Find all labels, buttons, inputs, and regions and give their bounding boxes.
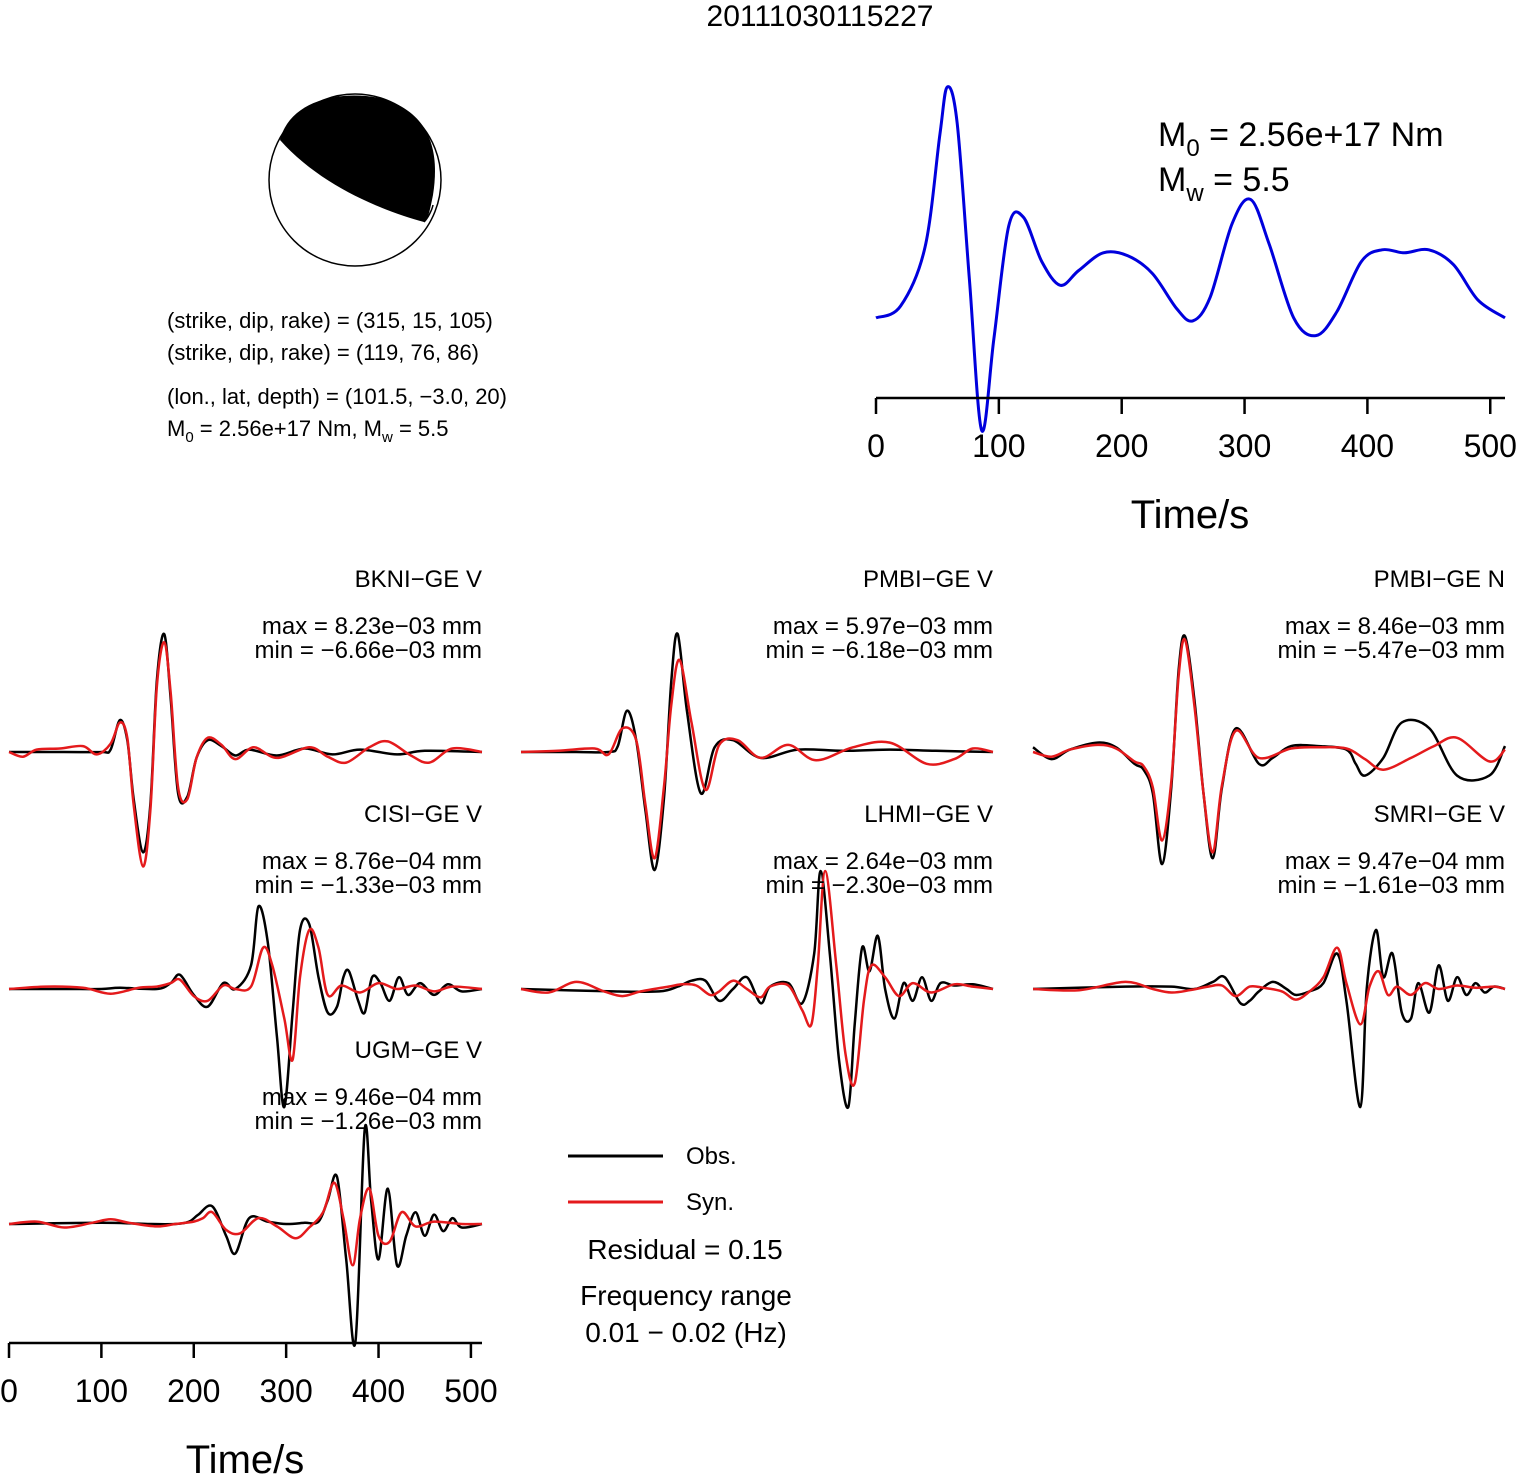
stf-x-tick-label: 200 [1095, 428, 1148, 464]
beachball-compressional-quadrant [280, 95, 435, 222]
synthetic-waveform [8, 1181, 483, 1267]
station-max: max = 8.46e−03 mm [1285, 613, 1505, 640]
stf-x-ticks: 0 100 200 300 400 500 [867, 398, 1517, 464]
station-min: min = −2.30e−03 mm [766, 872, 993, 899]
stf-x-tick-label: 0 [867, 428, 885, 464]
waveform-x-tick-label: 300 [259, 1373, 312, 1409]
waveform-x-tick-label: 100 [75, 1373, 128, 1409]
waveform-x-ticks: 0 100 200 300 400 500 [0, 1343, 498, 1409]
stf-x-tick-label: 300 [1218, 428, 1271, 464]
stf-curve [875, 85, 1506, 433]
station-min: min = −1.26e−03 mm [255, 1108, 482, 1135]
stf-x-axis-label: Time/s [1131, 493, 1250, 537]
legend: Obs. Syn. [568, 1143, 737, 1216]
legend-obs-label: Obs. [686, 1143, 737, 1170]
synthetic-waveform [1032, 946, 1506, 1026]
waveform-x-tick-label: 500 [444, 1373, 497, 1409]
stf-x-tick-label: 500 [1464, 428, 1517, 464]
observed-waveform [9, 904, 483, 1109]
figure-title: 20111030115227 [707, 0, 934, 33]
station-min: min = −1.61e−03 mm [1278, 872, 1505, 899]
source-location: (lon., lat, depth) = (101.5, −3.0, 20) [167, 384, 507, 409]
synthetic-waveform [8, 927, 483, 1062]
station-max: max = 8.76e−04 mm [262, 848, 482, 875]
station-max: max = 5.97e−03 mm [773, 613, 993, 640]
moment-magnitude-info: M0 = 2.56e+17 Nm, Mw = 5.5 [167, 416, 449, 446]
station-min: min = −5.47e−03 mm [1278, 637, 1505, 664]
station-name: SMRI−GE V [1374, 801, 1505, 828]
station-min: min = −1.33e−03 mm [255, 872, 482, 899]
station-name: LHMI−GE V [864, 801, 993, 828]
station-name: CISI−GE V [364, 801, 482, 828]
nodal-plane-2: (strike, dip, rake) = (119, 76, 86) [167, 340, 479, 365]
frequency-range-label: Frequency range [580, 1280, 792, 1311]
beachball-icon [268, 93, 442, 267]
stf-x-tick-label: 400 [1341, 428, 1394, 464]
station-name: UGM−GE V [355, 1037, 482, 1064]
observed-waveform [1032, 928, 1506, 1109]
frequency-range-value: 0.01 − 0.02 (Hz) [585, 1317, 787, 1348]
station-max: max = 9.46e−04 mm [262, 1084, 482, 1111]
synthetic-waveform [520, 658, 994, 860]
observed-waveform [8, 1124, 483, 1347]
residual-label: Residual = 0.15 [587, 1234, 782, 1265]
nodal-plane-1: (strike, dip, rake) = (315, 15, 105) [167, 308, 493, 333]
waveform-x-tick-label: 200 [167, 1373, 220, 1409]
observed-waveform [520, 869, 994, 1109]
waveform-x-tick-label: 0 [0, 1373, 18, 1409]
stf-mw-label: Mw = 5.5 [1158, 161, 1290, 207]
waveform-x-tick-label: 400 [352, 1373, 405, 1409]
station-name: PMBI−GE V [863, 566, 993, 593]
synthetic-waveform [520, 869, 994, 1087]
station-max: max = 2.64e−03 mm [773, 848, 993, 875]
stf-panel: M0 = 2.56e+17 Nm Mw = 5.5 0 100 200 300 400 5… [867, 85, 1517, 537]
station-name: PMBI−GE N [1374, 566, 1505, 593]
station-max: max = 8.23e−03 mm [262, 613, 482, 640]
station-name: BKNI−GE V [355, 566, 482, 593]
observed-waveform [521, 632, 994, 872]
station-min: min = −6.66e−03 mm [255, 637, 482, 664]
stf-x-tick-label: 100 [972, 428, 1025, 464]
synthetic-waveform [1032, 637, 1506, 854]
station-min: min = −6.18e−03 mm [766, 637, 993, 664]
legend-syn-label: Syn. [686, 1189, 734, 1216]
waveform-x-axis-label: Time/s [186, 1438, 305, 1476]
synthetic-waveform [8, 641, 483, 868]
station-max: max = 9.47e−04 mm [1285, 848, 1505, 875]
observed-waveform [1032, 634, 1507, 866]
stf-moment-label: M0 = 2.56e+17 Nm [1158, 116, 1444, 162]
